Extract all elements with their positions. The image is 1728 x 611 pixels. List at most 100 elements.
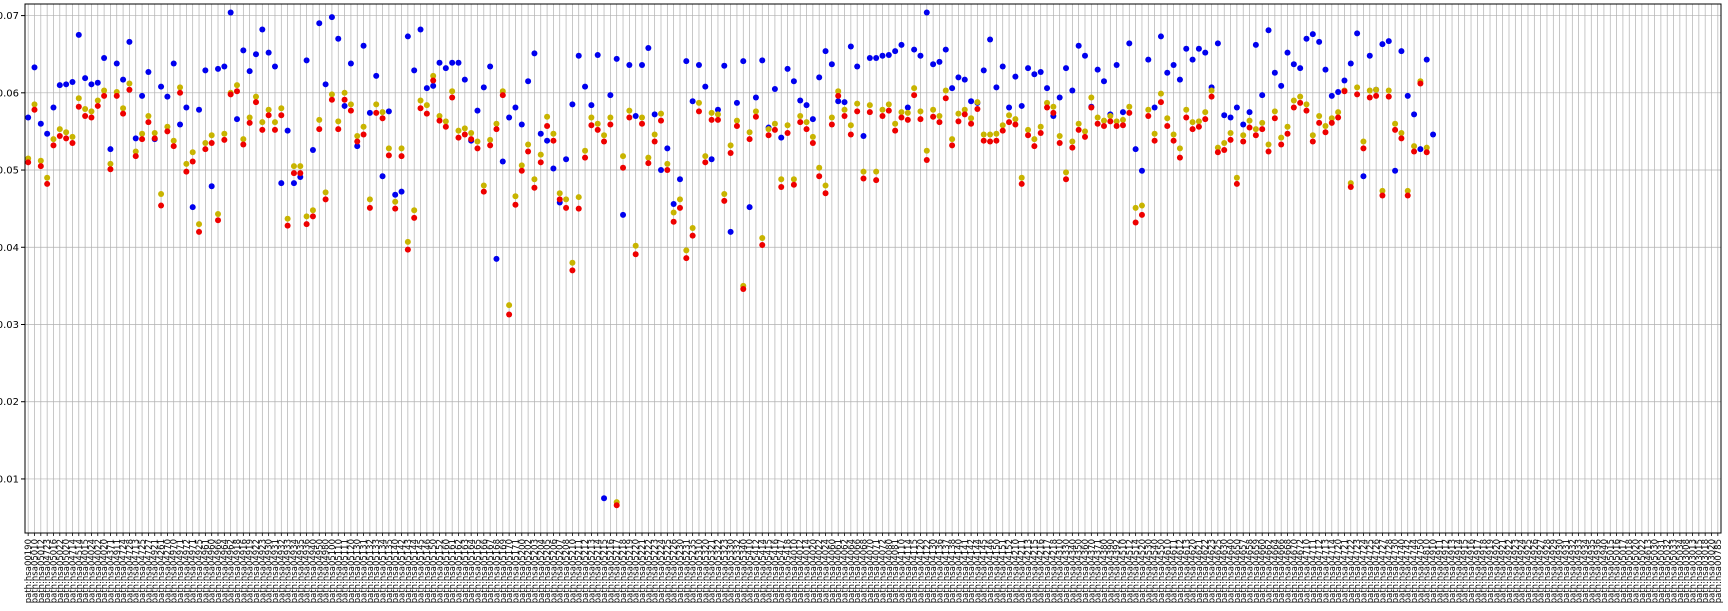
data-point-series-1 [1297,65,1304,72]
data-point-series-3 [537,159,544,166]
data-point-series-2 [373,101,380,108]
data-point-series-3 [683,255,690,262]
data-point-series-1 [341,102,348,109]
x-tick-label: path:hsa05203 [530,539,540,603]
x-tick-label: path:hsa03018 [1701,539,1711,603]
data-point-series-1 [56,82,63,89]
data-point-series-2 [955,110,962,117]
data-point-series-1 [531,50,538,57]
data-point-series-3 [1037,129,1044,136]
x-tick-label: path:hsa05142 [398,539,408,603]
data-point-series-3 [151,135,158,142]
data-point-series-2 [158,190,165,197]
x-tick-label: path:hsa04728 [125,539,135,603]
x-axis: path:hsa00190path:hsa05010path:hsa05012p… [24,533,1724,603]
data-point-series-3 [923,156,930,163]
x-tick-label: path:hsa05146 [423,539,433,603]
x-tick-label: path:hsa05161 [448,539,458,603]
x-tick-label: path:hsa04020 [809,539,819,603]
data-point-series-2 [588,114,595,121]
data-point-series-2 [480,182,487,189]
data-point-series-2 [904,109,911,116]
data-point-series-3 [145,119,152,126]
data-point-series-3 [1341,88,1348,95]
data-point-series-3 [582,154,589,161]
data-point-series-3 [784,129,791,136]
data-point-series-1 [1233,104,1240,111]
data-point-series-1 [487,63,494,70]
y-tick-label: 0.06 [0,88,19,99]
data-point-series-1 [1094,66,1101,73]
data-point-series-3 [676,204,683,211]
data-point-series-3 [1025,132,1032,139]
x-tick-label: path:hsa05130 [353,539,363,603]
data-point-series-1 [480,84,487,91]
data-point-series-2 [56,126,63,133]
x-tick-label: path:hsa04392 [1113,539,1123,603]
x-tick-label: path:hsa04910 [1429,539,1439,603]
data-point-series-1 [1132,146,1139,153]
data-point-series-3 [866,109,873,116]
x-tick-label: path:hsa04672 [1296,539,1306,603]
data-point-series-2 [107,160,114,167]
data-point-series-2 [1271,108,1278,115]
data-point-series-1 [942,46,949,53]
x-tick-label: path:hsa04971 [189,539,199,603]
x-tick-label: path:hsa03015 [1695,539,1705,603]
data-point-series-2 [563,196,570,203]
data-point-series-2 [1227,129,1234,136]
data-point-series-2 [784,122,791,129]
data-point-series-2 [1240,132,1247,139]
data-point-series-2 [404,238,411,245]
data-point-series-1 [544,137,551,144]
data-point-series-3 [771,126,778,133]
data-point-series-3 [575,205,582,212]
data-point-series-1 [1063,65,1070,72]
data-point-series-3 [1151,137,1158,144]
data-point-series-2 [1132,204,1139,211]
data-point-series-3 [297,170,304,177]
data-point-series-3 [455,134,462,141]
data-point-series-3 [1385,93,1392,100]
data-point-series-3 [1271,115,1278,122]
x-tick-label: path:hsa05010 [30,539,40,603]
x-tick-label: path:hsa04110 [897,539,907,603]
x-tick-label: path:hsa05134 [379,539,389,603]
data-point-series-2 [1360,138,1367,145]
data-point-series-3 [613,502,620,509]
data-point-series-3 [158,202,165,209]
x-tick-label: path:hsa05414 [758,539,768,603]
data-point-series-3 [1006,119,1013,126]
data-point-series-1 [1271,69,1278,76]
x-tick-label: path:hsa04930 [1556,539,1566,603]
data-point-series-1 [658,167,664,174]
data-point-series-1 [904,104,911,111]
data-point-series-3 [1290,104,1297,111]
data-point-series-2 [949,136,956,143]
data-point-series-3 [107,166,114,173]
data-point-series-3 [1278,141,1285,148]
data-point-series-3 [809,140,816,147]
x-tick-label: path:hsa05320 [701,539,711,603]
x-tick-label: path:hsa05235 [689,539,699,603]
data-point-series-2 [487,136,494,143]
x-tick-label: path:hsa04650 [1233,539,1243,603]
data-point-series-3 [252,99,259,106]
data-point-series-2 [1366,87,1373,94]
x-tick-label: path:hsa05332 [733,539,743,603]
data-point-series-2 [303,213,310,220]
data-point-series-2 [392,198,399,205]
data-point-series-1 [436,59,443,66]
data-point-series-1 [493,255,500,262]
x-tick-label: path:hsa04723 [1353,539,1363,603]
data-point-series-3 [189,158,196,165]
data-point-series-3 [322,196,329,203]
data-point-series-2 [252,93,259,100]
data-point-series-2 [1195,118,1202,125]
data-point-series-2 [341,89,348,96]
data-point-series-1 [797,97,804,104]
x-tick-label: path:hsa04514 [75,539,85,603]
data-point-series-2 [822,182,829,189]
x-tick-label: path:hsa04530 [1144,539,1154,603]
data-point-series-1 [158,83,165,90]
